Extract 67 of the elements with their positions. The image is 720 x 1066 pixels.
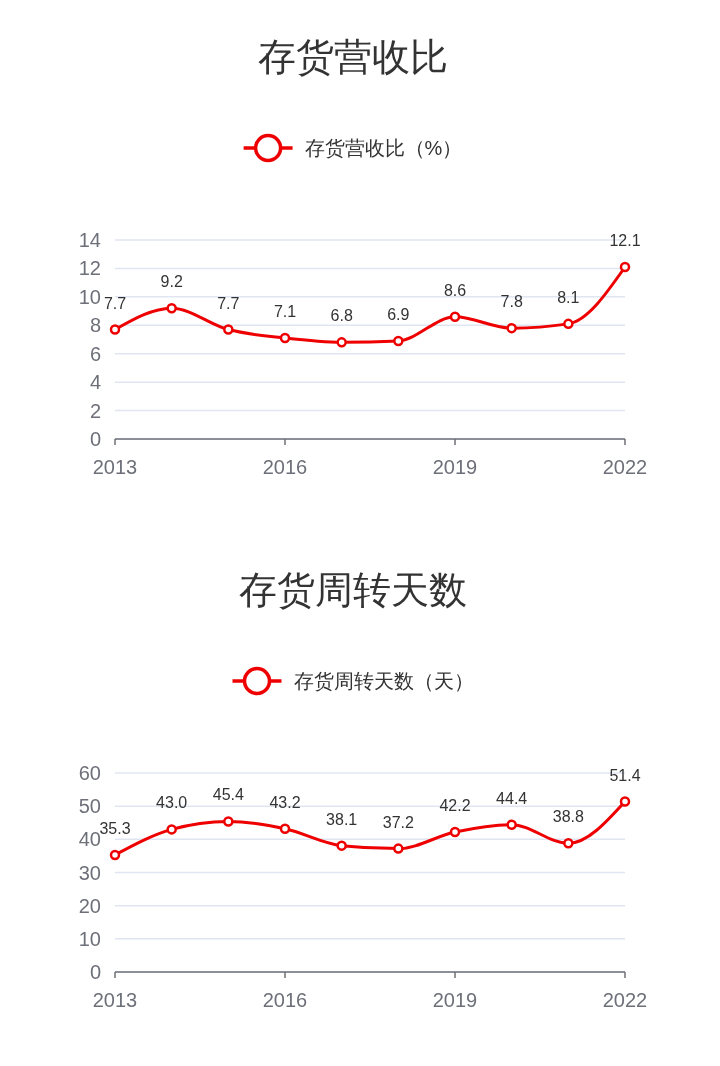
data-label: 6.8 xyxy=(330,307,353,325)
data-label: 45.4 xyxy=(212,786,245,804)
point xyxy=(619,796,631,807)
y-tick-label: 12 xyxy=(78,257,101,280)
point xyxy=(109,324,121,335)
y-tick-label: 14 xyxy=(78,229,101,251)
legend-label: 存货周转天数（天） xyxy=(293,670,474,692)
y-tick-label: 10 xyxy=(78,927,101,950)
point xyxy=(223,816,234,827)
data-label: 51.4 xyxy=(609,766,641,784)
data-label: 44.4 xyxy=(496,789,528,807)
y-tick-label: 30 xyxy=(78,861,101,884)
point xyxy=(336,840,347,851)
x-tick-label: 2016 xyxy=(262,456,308,478)
x-tick-label: 2022 xyxy=(602,456,648,478)
chart-title: 存货周转天数 xyxy=(239,569,467,611)
data-label: 7.7 xyxy=(103,294,127,312)
point xyxy=(166,302,177,314)
y-tick-label: 2 xyxy=(89,399,101,422)
data-label: 6.9 xyxy=(387,305,410,323)
point xyxy=(449,311,461,323)
data-label: 9.2 xyxy=(160,273,183,291)
legend-label: 存货营收比（%） xyxy=(304,137,463,159)
data-label: 7.7 xyxy=(217,294,240,312)
data-label: 42.2 xyxy=(439,797,471,815)
point xyxy=(336,337,347,348)
y-tick-label: 10 xyxy=(78,285,101,308)
point xyxy=(619,261,631,273)
point xyxy=(109,849,121,861)
point xyxy=(506,819,517,830)
data-label: 12.1 xyxy=(609,232,641,250)
data-label: 7.1 xyxy=(273,303,297,321)
y-tick-label: 8 xyxy=(89,314,101,337)
data-label: 43.0 xyxy=(156,794,188,812)
x-tick-label: 2013 xyxy=(92,456,138,478)
data-label: 8.1 xyxy=(557,288,580,306)
point xyxy=(563,838,574,849)
data-label: 7.8 xyxy=(500,293,523,311)
point xyxy=(393,335,404,347)
y-tick-label: 20 xyxy=(78,894,101,917)
y-tick-label: 6 xyxy=(89,342,101,365)
chart-title: 存货营收比 xyxy=(258,36,448,78)
data-label: 37.2 xyxy=(382,813,415,831)
data-label: 8.6 xyxy=(443,281,467,299)
point xyxy=(506,322,517,334)
x-tick-label: 2013 xyxy=(92,989,138,1011)
point xyxy=(279,332,291,344)
y-tick-label: 50 xyxy=(78,795,101,818)
data-label: 38.8 xyxy=(552,808,585,826)
y-tick-label: 0 xyxy=(89,961,101,983)
point xyxy=(166,824,177,835)
data-label: 35.3 xyxy=(99,819,131,837)
x-tick-label: 2019 xyxy=(432,989,478,1011)
point xyxy=(393,843,404,854)
y-tick-label: 4 xyxy=(89,371,101,394)
y-tick-label: 40 xyxy=(78,828,101,851)
point xyxy=(449,826,461,838)
x-tick-label: 2022 xyxy=(602,989,648,1011)
data-label: 43.2 xyxy=(269,793,301,811)
data-label: 38.1 xyxy=(326,810,358,828)
y-tick-label: 60 xyxy=(78,762,101,784)
point xyxy=(563,318,574,330)
point xyxy=(223,324,234,335)
y-tick-label: 0 xyxy=(89,428,101,450)
point xyxy=(279,823,291,834)
x-tick-label: 2019 xyxy=(432,456,478,478)
x-tick-label: 2016 xyxy=(262,989,308,1011)
